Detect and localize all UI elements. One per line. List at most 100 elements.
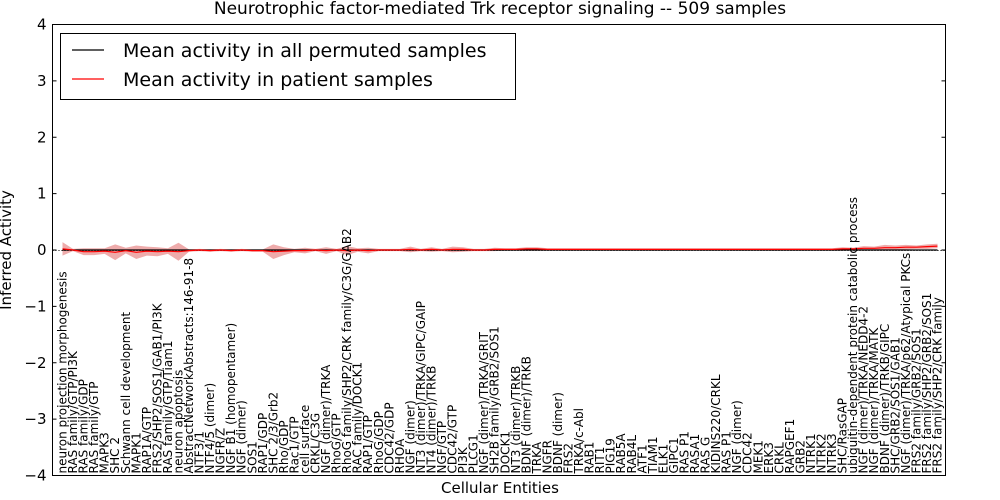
x-tick-label: NGF (dimer)/TRKA/NEDD4-2 xyxy=(857,306,871,474)
x-tick-label: TRKA xyxy=(530,441,544,474)
y-tick-label: −1 xyxy=(24,297,46,315)
x-tick-label: NTF3/1 xyxy=(193,431,207,474)
x-tick-label: NGF (dimer)/TRKA/GRIT xyxy=(477,331,491,473)
legend-label-permuted: Mean activity in all permuted samples xyxy=(123,40,486,62)
confidence-band xyxy=(62,242,938,261)
x-tick-label: PI3K xyxy=(456,446,470,473)
x-tick-label: RhoG/GTP xyxy=(330,413,344,473)
y-tick-label: −4 xyxy=(24,467,46,485)
x-tick-label: SHC/RasGAP xyxy=(836,398,850,474)
x-tick-label: NT3 (dimer)/TRKB xyxy=(509,366,523,474)
x-tick-label: GRB2 xyxy=(794,440,808,474)
x-tick-label: RIT1 xyxy=(593,447,607,474)
x-tick-label: CDC42/GTP xyxy=(446,405,460,474)
y-tick-label: 3 xyxy=(37,72,47,90)
x-tick-label: SHC/GRB2/SOS1/GAB1 xyxy=(888,337,902,473)
x-tick-label: RAPGEF1 xyxy=(783,419,797,474)
x-tick-label: NGF (dimer)/TRKA/p62/Atypical PKCs xyxy=(899,253,913,474)
y-tick-label: 1 xyxy=(37,185,47,203)
x-tick-label: KIDINS220/CRKL xyxy=(709,374,723,473)
x-tick-label: SH2B family/GRB2/SOS1 xyxy=(488,326,502,473)
x-tick-label: Schwann cell development xyxy=(119,312,133,474)
x-tick-label: RAS family/GTP xyxy=(87,381,101,473)
x-tick-label: FRS2 family/SHP2/CRK family xyxy=(931,297,945,473)
x-tick-label: PIG19 xyxy=(604,438,618,473)
x-tick-label: SHC 2 xyxy=(108,437,122,473)
y-tick-label: −2 xyxy=(24,354,46,372)
x-tick-label: GIPC1 xyxy=(667,437,681,473)
x-tick-label: NGF/GTP xyxy=(435,421,449,474)
x-tick-label: RAP1A/GTP xyxy=(140,407,154,474)
x-tick-label: RhoG/GDP xyxy=(372,411,386,473)
x-tick-label: DOCK1 xyxy=(498,431,512,474)
x-tick-label: NT4 (dimer)/TRKB xyxy=(425,366,439,474)
x-axis-label: Cellular Entities xyxy=(441,479,559,497)
x-tick-label: NGF (dimer) xyxy=(235,400,249,473)
x-tick-label: TIAM1 xyxy=(646,436,660,474)
x-tick-label: FRS2 xyxy=(562,443,576,474)
x-tick-label: NGF (dimer)/TRKA/MATK xyxy=(867,327,881,474)
x-tick-label: RAB4L xyxy=(625,435,639,474)
x-tick-label: NGF B1 (homopentamer) xyxy=(224,323,238,474)
x-tick-label: ubiquitin-dependent protein catabolic pr… xyxy=(846,197,860,473)
x-tick-label: NGFR/Z xyxy=(214,428,228,474)
x-tick-label: NTRK1 xyxy=(804,433,818,473)
x-tick-label: FRS2 family/GRB2/SOS1 xyxy=(909,328,923,473)
x-tick-label: CDC42/GDP xyxy=(382,402,396,473)
x-tick-label: NT3 (dimer)/TRKA/GIPC/GAIP xyxy=(414,301,428,473)
y-tick-label: 4 xyxy=(37,16,47,34)
x-tick-label: neuron projection morphogenesis xyxy=(56,271,70,473)
legend-box xyxy=(60,33,516,100)
x-tick-label: ELK1 xyxy=(656,444,670,474)
x-tick-label: RhoG family/SHP2/CRK family/C3G/GAB2 xyxy=(340,228,354,473)
y-tick-label: −3 xyxy=(24,410,46,428)
x-tick-label: RAB5A xyxy=(614,433,628,474)
x-tick-label: RAP1/GTP xyxy=(361,415,375,473)
x-tick-label: FRS2/SHP2/SOS1/GAB1/PI3K xyxy=(150,302,164,473)
x-tick-label: RAC family/DOCK1 xyxy=(351,362,365,474)
plot-area-frame xyxy=(52,24,946,476)
x-tick-label: SOS1 xyxy=(245,441,259,473)
x-tick-label: ATF1 xyxy=(635,444,649,473)
x-tick-label: NGF (dimer) xyxy=(403,400,417,473)
x-tick-label: RAS G xyxy=(699,437,713,474)
x-tick-label: NTF4/5 (dimer) xyxy=(203,383,217,474)
x-tick-label: Rho/GDP xyxy=(277,420,291,473)
legend-label-patient: Mean activity in patient samples xyxy=(123,69,433,91)
x-tick-label: cell surface xyxy=(298,405,312,474)
x-tick-label: BDNF (dimer)/TRKB/GIPC xyxy=(878,324,892,474)
series-lines xyxy=(52,245,946,253)
x-tick-label: RASA1 xyxy=(688,434,702,474)
x-tick-label: MAPK1 xyxy=(129,432,143,473)
x-tick-label: NGF (dimer) xyxy=(730,400,744,473)
x-tick-label: RAS family/GTP/PI3K xyxy=(66,350,80,473)
x-tick-label: RAP1/GDP xyxy=(256,413,270,474)
x-tick-label: RHOA xyxy=(393,438,407,474)
x-tick-label: NTRK3 xyxy=(825,433,839,473)
chart-title: Neurotrophic factor-mediated Trk recepto… xyxy=(214,0,786,19)
x-tick-label: RAS P1 xyxy=(678,431,692,473)
y-axis-label: Inferred Activity xyxy=(0,190,15,310)
x-tick-label: BDNF (dimer)/TRKB xyxy=(519,356,533,473)
x-tick-label: NTRK2 xyxy=(815,433,829,473)
x-tick-label: CRKL/C3G xyxy=(309,413,323,474)
x-tick-label: Rac1/GTP xyxy=(287,416,301,473)
x-tick-label: ERK3 xyxy=(762,442,776,473)
x-tick-label: BDNF (dimer) xyxy=(551,392,565,474)
x-tick-label: RAS family/GTP/Tiam1 xyxy=(161,340,175,473)
patient-mean-line xyxy=(62,245,938,253)
x-tick-label: FRS2 family/SHP2/GRB2/SOS1 xyxy=(920,293,934,474)
x-tick-label: RAS P1 xyxy=(720,431,734,473)
x-tick-label: MAPK3 xyxy=(98,432,112,473)
x-tick-label: CRKL xyxy=(772,442,786,474)
x-tick-label: TRKA/c-Abl xyxy=(572,408,586,474)
x-tick-label: CDC42 xyxy=(741,432,755,473)
x-tick-label: SHC 2/3/Grb2 xyxy=(266,392,280,474)
x-tick-label: NGF (dimer)/TRKA xyxy=(319,364,333,474)
confidence-band-layer xyxy=(62,242,938,261)
x-tick-label: neuron apoptosis xyxy=(172,370,186,474)
y-tick-label: 0 xyxy=(37,241,47,259)
x-tick-label: RAS family/GDP xyxy=(77,379,91,473)
